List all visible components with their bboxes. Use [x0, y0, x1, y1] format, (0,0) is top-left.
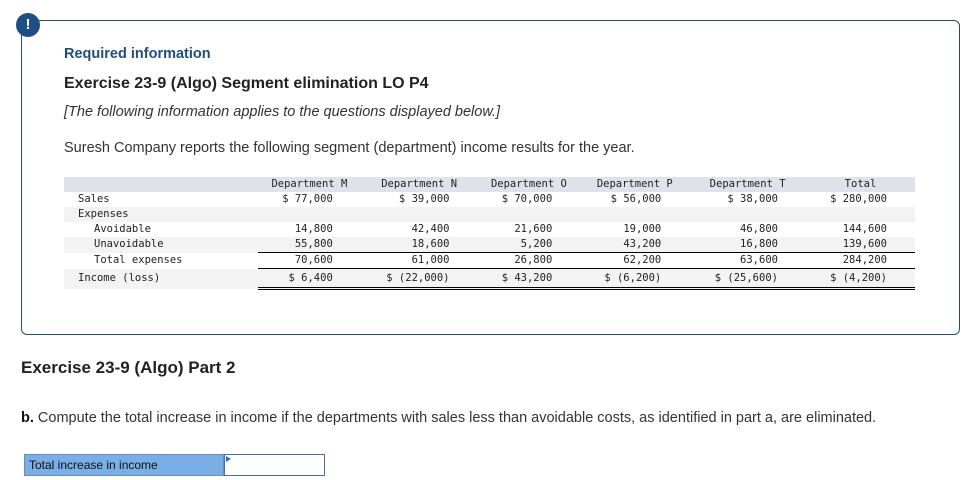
cell: 18,600	[360, 237, 478, 253]
row-label: Income (loss)	[78, 272, 161, 284]
cell: $ 39,000	[398, 193, 450, 205]
cell: 21,600	[514, 223, 553, 235]
cell: $ 70,000	[501, 193, 553, 205]
required-info-box	[21, 20, 960, 335]
cell: $ 280,000	[830, 193, 887, 205]
cell: 5,200	[477, 237, 581, 253]
column-header: Department N	[381, 178, 458, 190]
segment-income-table: Department M Department N Department O D…	[64, 177, 915, 290]
answer-label: Total increase in income	[24, 454, 224, 476]
cell: $ (6,200)	[580, 268, 690, 290]
cell: $ 43,200	[477, 268, 581, 290]
cell: 70,600	[258, 252, 361, 269]
table-row-unavoidable: Unavoidable 55,800 18,600 5,200 43,200 1…	[64, 237, 915, 253]
cell: 284,200	[805, 252, 915, 269]
column-header: Department T	[709, 178, 786, 190]
cell: 43,200	[580, 237, 690, 253]
answer-row: Total increase in income	[24, 454, 325, 476]
cell: 19,000	[623, 223, 662, 235]
input-flag-icon	[226, 456, 231, 462]
cell: $ (22,000)	[360, 268, 478, 290]
cell: 144,600	[842, 223, 887, 235]
table-row-avoidable: Avoidable 14,800 42,400 21,600 19,000 46…	[64, 222, 915, 237]
cell: 63,600	[689, 252, 806, 269]
cell: 14,800	[294, 223, 333, 235]
column-header: Department M	[271, 178, 348, 190]
cell: $ 77,000	[282, 193, 333, 205]
cell: 42,400	[411, 223, 450, 235]
answer-field-wrapper	[224, 454, 325, 476]
cell: 139,600	[805, 237, 915, 253]
exercise-title: Exercise 23-9 (Algo) Segment elimination…	[64, 75, 429, 92]
cell: 16,800	[689, 237, 806, 253]
table-row-sales: Sales $ 77,000 $ 39,000 $ 70,000 $ 56,00…	[64, 192, 915, 207]
exercise-note: [The following information applies to th…	[64, 104, 501, 120]
row-label: Avoidable	[94, 223, 151, 235]
table-row-expenses: Expenses	[64, 207, 915, 222]
required-information-label: Required information	[64, 46, 211, 62]
row-label: Sales	[78, 193, 110, 205]
cell: 55,800	[258, 237, 361, 253]
row-label: Total expenses	[94, 254, 183, 266]
cell: 46,800	[740, 223, 778, 235]
cell: $ 6,400	[258, 268, 361, 290]
question-body: Compute the total increase in income if …	[33, 410, 877, 426]
cell: $ (25,600)	[689, 268, 806, 290]
cell: $ 56,000	[610, 193, 662, 205]
cell: 62,200	[580, 252, 690, 269]
table-row-total-expenses: Total expenses 70,600 61,000 26,800 62,2…	[64, 252, 915, 269]
cell: $ (4,200)	[805, 268, 915, 290]
question-prefix: b.	[21, 410, 34, 426]
exercise-intro: Suresh Company reports the following seg…	[64, 140, 635, 156]
exclamation-icon: !	[16, 13, 40, 37]
column-header: Total	[844, 178, 877, 190]
table-header-row: Department M Department N Department O D…	[64, 177, 915, 192]
column-header: Department O	[490, 178, 567, 190]
row-label: Unavoidable	[94, 238, 164, 251]
question-text: b. Compute the total increase in income …	[21, 410, 876, 426]
column-header: Department P	[596, 178, 673, 190]
part-title: Exercise 23-9 (Algo) Part 2	[21, 358, 236, 377]
cell: 26,800	[477, 252, 581, 269]
cell: $ 38,000	[727, 193, 778, 205]
table-row-income: Income (loss) $ 6,400 $ (22,000) $ 43,20…	[64, 268, 915, 290]
cell: 61,000	[360, 252, 478, 269]
total-increase-income-input[interactable]	[224, 454, 325, 476]
row-label: Expenses	[78, 208, 129, 220]
column-header	[64, 177, 258, 192]
